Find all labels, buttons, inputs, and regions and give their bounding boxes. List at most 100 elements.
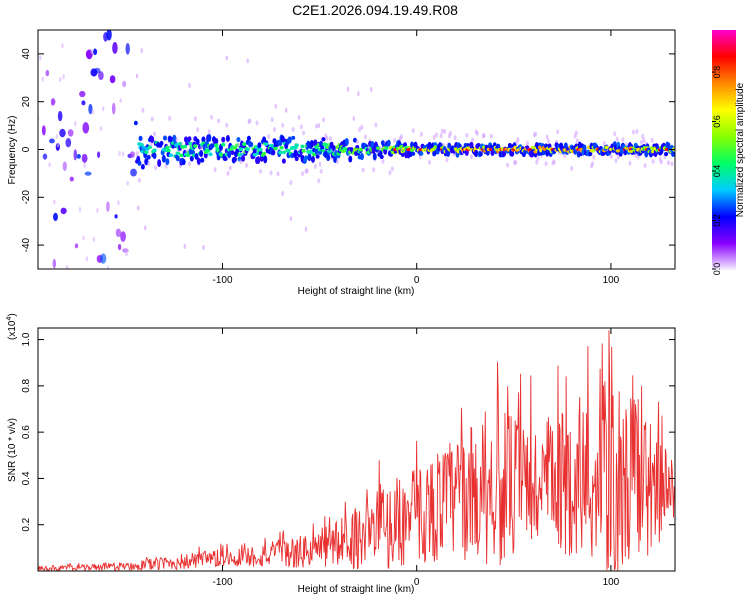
spectrogram-blob	[235, 148, 240, 154]
spectrogram-blob	[137, 177, 141, 183]
spectrogram-blob	[165, 158, 170, 166]
spectrogram-blob	[245, 147, 250, 152]
spectrogram-blob	[213, 167, 217, 173]
colorbar-label: Normalized spectral amplitude	[735, 82, 746, 217]
spectrogram-blob	[315, 154, 320, 159]
spectrogram-blob	[201, 136, 206, 143]
spectrogram-blob	[60, 207, 67, 215]
spectrogram-blob	[221, 136, 226, 143]
snr-xlabel: Height of straight line (km)	[298, 584, 415, 595]
spectrogram-blob	[281, 150, 287, 155]
snr-xtick-label: 100	[603, 577, 620, 588]
spectrogram-blob	[301, 149, 306, 153]
spectrogram-blob	[193, 116, 197, 122]
spectrogram-blob	[50, 98, 56, 106]
colorbar-tick-label: 0.4	[712, 165, 722, 178]
spectrogram-blob	[531, 145, 536, 150]
spectrogram-ticks: -100 0 100 -40 -20 0 20 40	[21, 30, 675, 286]
spectrogram-blob	[664, 151, 669, 157]
spectrogram-blob	[284, 107, 288, 113]
spectrogram-blob	[471, 137, 475, 143]
spectrogram-blob	[552, 159, 556, 165]
spectrogram-blob	[621, 137, 625, 143]
spectrogram-blob	[130, 168, 137, 177]
snr-ytick-label: 0.4	[21, 471, 32, 485]
spectrogram-blob	[223, 156, 228, 162]
spectrogram-panel: -100 0 100 -40 -20 0 20 40 Height of straight l…	[7, 29, 676, 297]
spectrogram-blob	[666, 160, 670, 166]
spectrogram-blob	[67, 129, 74, 137]
spectrogram-blob	[82, 235, 85, 241]
spectrogram-blob	[309, 140, 314, 148]
spectrogram-blob	[411, 151, 416, 156]
spectrogram-blob	[81, 153, 88, 163]
spectrogram-blob	[490, 150, 495, 156]
spectrogram-blob	[168, 153, 174, 158]
spectrogram-blob	[41, 125, 46, 136]
spectrogram-blob	[165, 145, 170, 150]
spectrogram-blob	[122, 248, 129, 253]
spectrogram-blob	[297, 114, 301, 120]
spectrogram-blob	[96, 151, 101, 159]
spectrogram-blob	[355, 139, 359, 145]
spectrogram-blob	[125, 251, 128, 257]
spectrogram-blob	[117, 200, 120, 206]
spectrogram-blob	[153, 131, 157, 137]
spectrogram-blob	[671, 151, 675, 157]
spectrogram-blob	[439, 133, 443, 139]
spectrogram-blob	[200, 157, 205, 163]
spectrogram-blob	[641, 133, 645, 139]
spectrogram-xlabel: Height of straight line (km)	[298, 286, 415, 297]
spectrogram-blob	[609, 154, 613, 160]
spectrogram-blob	[125, 42, 130, 55]
spectrogram-blob	[183, 244, 187, 250]
spectrogram-blob	[168, 115, 172, 121]
colorbar-ticks: 0.0 0.2 0.4 0.6 0.8	[712, 66, 722, 275]
spectrogram-blob	[118, 150, 121, 156]
spectrogram-blob	[384, 146, 389, 150]
spectrogram-blob	[300, 144, 305, 149]
spectrogram-blob	[643, 163, 647, 169]
spectrogram-blob	[73, 149, 78, 161]
spectrogram-blob	[443, 128, 447, 134]
spectrogram-blob	[274, 103, 277, 109]
spectrogram-blob	[514, 160, 518, 166]
spectrogram-blob	[161, 154, 166, 163]
spectrogram-blob	[289, 216, 293, 222]
spectrogram-blob	[39, 55, 42, 61]
spectrogram-blob	[120, 231, 126, 242]
spectrogram-blob	[317, 150, 322, 155]
spectrogram-blob	[214, 138, 219, 145]
spectrogram-blob	[187, 161, 191, 167]
spectrogram-blob	[56, 142, 60, 148]
spectrogram-blob	[289, 180, 293, 186]
spectrogram-blob	[545, 134, 549, 140]
colorbar-gradient	[712, 30, 736, 270]
spectrogram-blob	[576, 138, 580, 144]
spectrogram-blob	[411, 128, 415, 134]
spectrogram-blob	[372, 167, 376, 173]
spectrogram-blob	[57, 110, 63, 122]
spectrogram-blob	[88, 103, 93, 115]
spectrogram-blob	[230, 150, 235, 156]
spectrogram-blob	[69, 176, 74, 182]
spectrogram-blob	[344, 138, 349, 146]
spectrogram-blob	[82, 122, 90, 134]
spectrogram-blob	[393, 137, 397, 143]
spectrogram-blob	[582, 144, 587, 152]
spectrogram-blob	[278, 150, 283, 155]
spectrogram-blob	[55, 134, 58, 140]
spectrogram-blob	[390, 166, 394, 172]
spectrogram-blob	[465, 132, 469, 138]
spectrogram-blob	[287, 136, 292, 144]
spectrogram-blob	[257, 142, 262, 149]
spectrogram-blob	[319, 168, 323, 174]
spectrogram-blob	[238, 147, 243, 152]
spectrogram-blob	[446, 149, 451, 157]
spectrogram-blob	[476, 142, 481, 147]
spectrogram-blob	[388, 170, 392, 176]
spectrogram-blob	[76, 154, 81, 159]
spectrogram-blob	[207, 129, 211, 135]
spectrogram-blob	[81, 100, 86, 106]
spectrogram-blob	[175, 151, 181, 155]
